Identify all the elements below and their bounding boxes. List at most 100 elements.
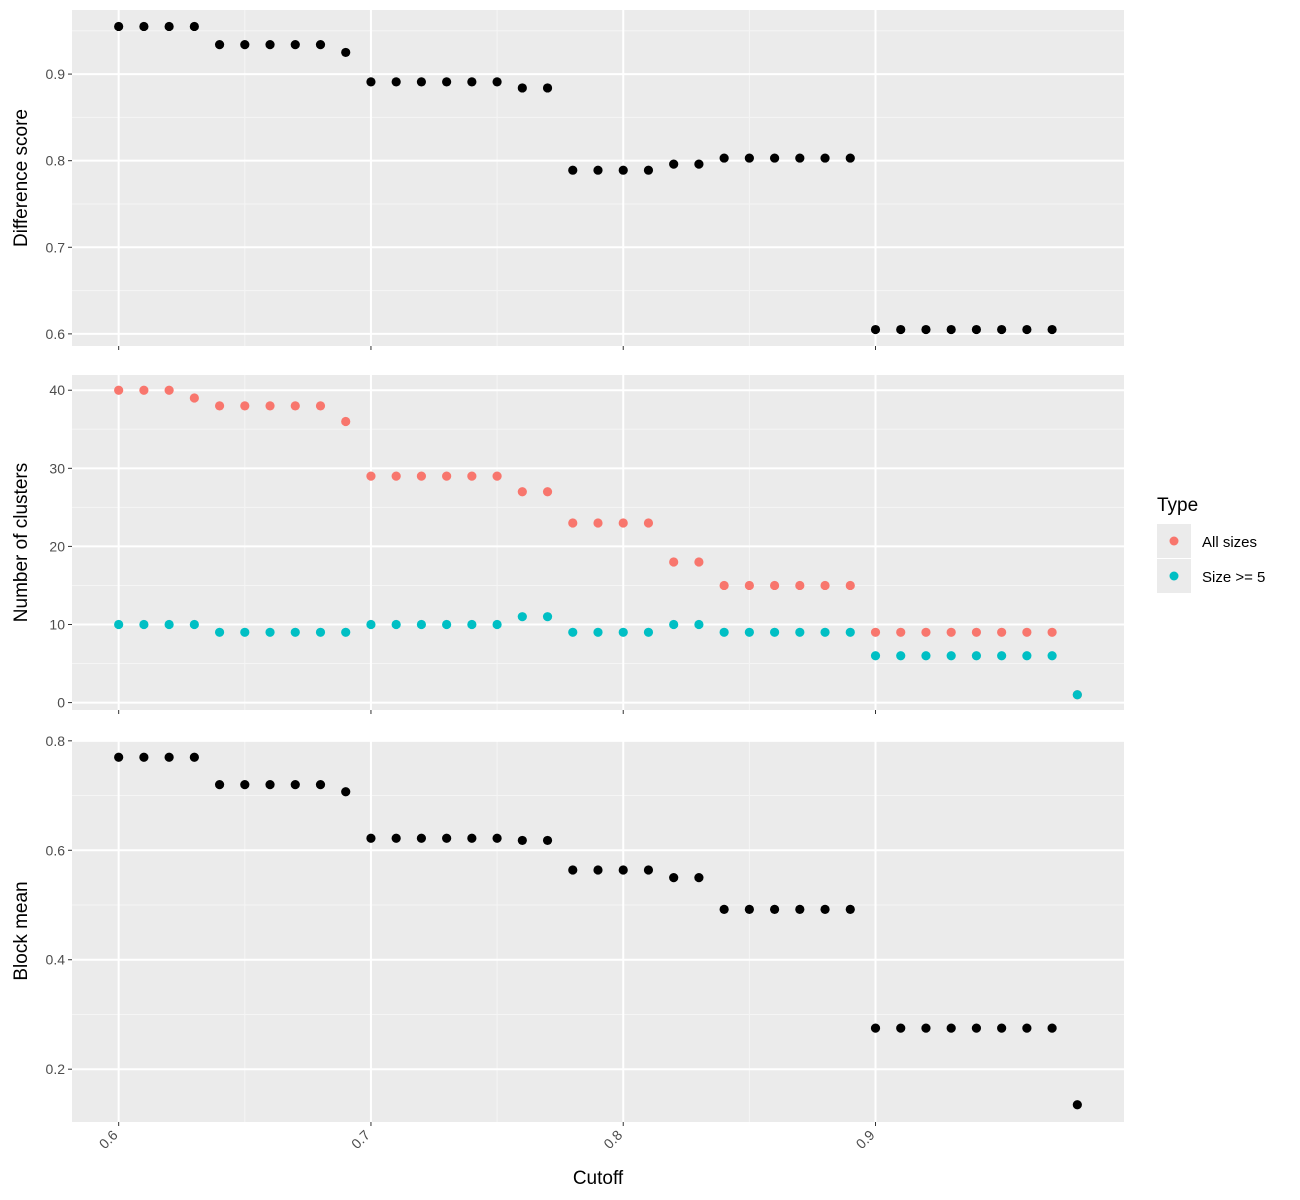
- series-clusters-1: [114, 612, 1082, 700]
- data-point: [946, 324, 956, 335]
- y-tick-label: 0.7: [46, 239, 66, 255]
- data-point: [1047, 627, 1057, 637]
- data-point: [870, 627, 881, 637]
- y-axis-title-difference: Difference score: [11, 109, 32, 247]
- data-point: [870, 1023, 881, 1033]
- data-point: [669, 873, 679, 883]
- data-point: [290, 780, 300, 790]
- data-point: [1022, 627, 1032, 637]
- data-point: [921, 651, 931, 661]
- data-point: [366, 619, 376, 630]
- data-point: [769, 627, 780, 637]
- data-point: [315, 627, 326, 637]
- x-tick-label: 0.8: [600, 1127, 625, 1152]
- data-point: [845, 153, 855, 163]
- data-point: [618, 865, 628, 875]
- data-point: [542, 83, 553, 93]
- legend-marker-size-5: [1169, 571, 1179, 581]
- data-point: [214, 780, 225, 790]
- data-point: [467, 77, 477, 87]
- data-point: [769, 904, 780, 914]
- legend-marker-all-sizes: [1169, 536, 1179, 546]
- chart-panels: 0.6 0.7 0.8 0.9 Difference score 0 10 20 30 40 Num…: [11, 10, 1124, 1152]
- data-point: [416, 619, 427, 630]
- data-point: [593, 518, 603, 528]
- data-point: [214, 401, 225, 411]
- data-point: [366, 833, 376, 843]
- data-point: [114, 619, 124, 630]
- data-point: [744, 627, 754, 637]
- data-point: [517, 612, 527, 622]
- y-tick-label: 0.6: [46, 326, 66, 342]
- data-point: [820, 153, 830, 163]
- y-tick-label: 10: [49, 616, 65, 632]
- legend-label-all-sizes: All sizes: [1202, 534, 1257, 551]
- data-point: [643, 627, 654, 637]
- data-point: [997, 1023, 1007, 1033]
- data-point: [290, 627, 300, 637]
- data-point: [315, 401, 326, 411]
- data-point: [618, 518, 628, 528]
- data-point: [542, 487, 553, 497]
- series-clusters-0: [114, 385, 1082, 700]
- data-point: [442, 619, 452, 630]
- data-point: [164, 619, 174, 630]
- data-point: [1022, 324, 1032, 335]
- legend-label-size-5: Size >= 5: [1202, 569, 1265, 586]
- data-point: [568, 865, 578, 875]
- data-point: [492, 471, 502, 481]
- data-point: [694, 557, 704, 567]
- data-point: [114, 752, 124, 762]
- data-point: [669, 557, 679, 567]
- data-point: [971, 627, 982, 637]
- data-point: [997, 324, 1007, 335]
- data-point: [769, 153, 780, 163]
- x-axis-title: Cutoff: [573, 1168, 624, 1189]
- data-point: [618, 165, 628, 175]
- data-point: [845, 627, 855, 637]
- data-point: [870, 651, 881, 661]
- y-tick-label: 40: [49, 382, 65, 398]
- data-point: [795, 904, 805, 914]
- data-point: [795, 627, 805, 637]
- data-point: [467, 619, 477, 630]
- x-tick-label: 0.6: [96, 1127, 121, 1152]
- data-point: [240, 40, 250, 50]
- x-tick-label: 0.7: [348, 1127, 373, 1152]
- data-point: [341, 787, 351, 797]
- data-point: [694, 159, 704, 169]
- data-point: [643, 865, 654, 875]
- series-difference-0: [114, 21, 1057, 335]
- data-point: [492, 619, 502, 630]
- data-point: [896, 627, 906, 637]
- data-point: [845, 580, 855, 591]
- panel-background: [72, 740, 1124, 1122]
- data-point: [971, 1023, 982, 1033]
- data-point: [114, 385, 124, 395]
- data-point: [643, 165, 654, 175]
- y-tick-label: 0.8: [46, 153, 66, 169]
- data-point: [845, 904, 855, 914]
- data-point: [568, 518, 578, 528]
- data-point: [517, 83, 527, 93]
- data-point: [240, 627, 250, 637]
- data-point: [669, 159, 679, 169]
- data-point: [1072, 1100, 1082, 1110]
- data-point: [643, 518, 654, 528]
- data-point: [492, 833, 502, 843]
- data-point: [517, 487, 527, 497]
- data-point: [240, 780, 250, 790]
- data-point: [542, 835, 553, 846]
- data-point: [542, 612, 553, 622]
- x-tick-label: 0.9: [853, 1127, 878, 1152]
- data-point: [719, 904, 729, 914]
- data-point: [366, 471, 376, 481]
- data-point: [240, 401, 250, 411]
- data-point: [694, 873, 704, 883]
- data-point: [820, 580, 830, 591]
- data-point: [769, 580, 780, 591]
- data-point: [593, 865, 603, 875]
- data-point: [164, 385, 174, 395]
- y-axis-title-clusters: Number of clusters: [11, 463, 32, 622]
